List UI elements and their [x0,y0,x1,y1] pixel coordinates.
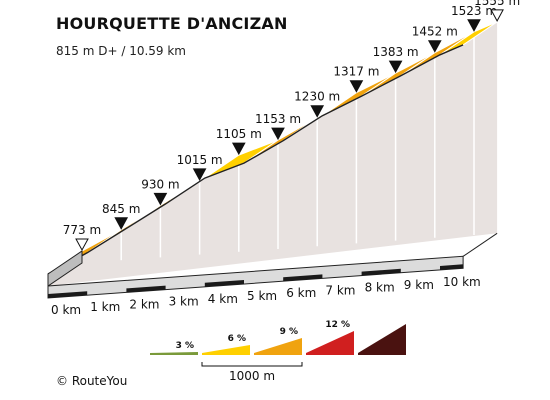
scale-label: 1000 m [229,369,275,383]
distance-tick-label: 5 km [247,289,277,303]
elevation-marker-icon [310,105,325,118]
elevation-label: 845 m [102,202,140,216]
legend-swatch [150,352,198,355]
scale-bracket [201,362,303,367]
gradient-legend: 3 % 6 % 9 % 12 % 1000 m [150,320,406,383]
legend-swatch [306,331,354,355]
elevation-label: 1153 m [255,112,301,126]
elevation-label: 930 m [141,177,179,191]
profile-base-ruler [47,232,498,299]
distance-tick-label: 0 km [51,303,81,317]
elevation-marker-icon [388,60,403,74]
elevation-marker-icon [192,168,207,181]
legend-label: 12 % [325,320,350,330]
elevation-label: 1452 m [412,25,458,39]
elevation-marker-icon [490,9,504,22]
elevation-marker-icon [114,217,129,230]
ruler-strip [204,280,244,287]
distance-tick-label: 8 km [365,281,395,295]
distance-tick-label: 7 km [325,283,355,297]
elevation-marker-icon [75,238,89,252]
elevation-label: 1105 m [216,127,262,141]
legend-label: 9 % [280,327,298,337]
legend-swatch [202,345,250,355]
elevation-label: 1317 m [333,65,379,79]
distance-tick-label: 2 km [129,297,159,311]
distance-tick-label: 3 km [169,295,199,309]
routeyou-copyright: © RouteYou [56,374,128,388]
elevation-label: 773 m [63,223,101,237]
legend-label: 6 % [228,334,246,344]
chart-title: HOURQUETTE D'ANCIZAN [56,14,288,33]
ruler-strip [440,264,464,270]
distance-tick-label: 9 km [404,278,434,292]
elevation-marker-icon [153,192,168,206]
elevation-label: 1383 m [373,45,419,59]
distance-tick-label: 4 km [208,292,238,306]
profile-front-edge [47,44,464,275]
ruler-strip [126,285,166,293]
profile-side-face [48,21,498,287]
distance-tick-labels: 0 km 1 km 2 km 3 km 4 km 5 km 6 km 7 km 8 km 9 km… [51,275,481,317]
elevation-label: 1555 m [474,0,520,8]
elevation-marker-icon [231,142,246,156]
distance-tick-label: 6 km [286,286,316,300]
elevation-marker-icon [349,80,364,93]
elevation-label: 1523 m [451,4,497,18]
legend-swatch [254,338,302,355]
base-end-edge [462,232,498,257]
elevation-marker-icon [467,19,481,32]
ruler-strip [361,268,401,276]
ruler-strip [48,291,88,298]
distance-tick-label: 1 km [90,300,120,314]
elevation-marker-icon [271,127,285,141]
elevation-label: 1230 m [294,90,340,104]
chart-subtitle: 815 m D+ / 10.59 km [56,44,186,58]
distance-tick-label: 10 km [443,275,481,289]
legend-swatch [358,324,406,355]
elevation-label: 1015 m [177,153,223,167]
profile-side-faces [48,21,498,287]
elevation-marker-icon [427,40,442,53]
ruler-strip [283,274,323,282]
legend-label: 3 % [176,341,194,351]
